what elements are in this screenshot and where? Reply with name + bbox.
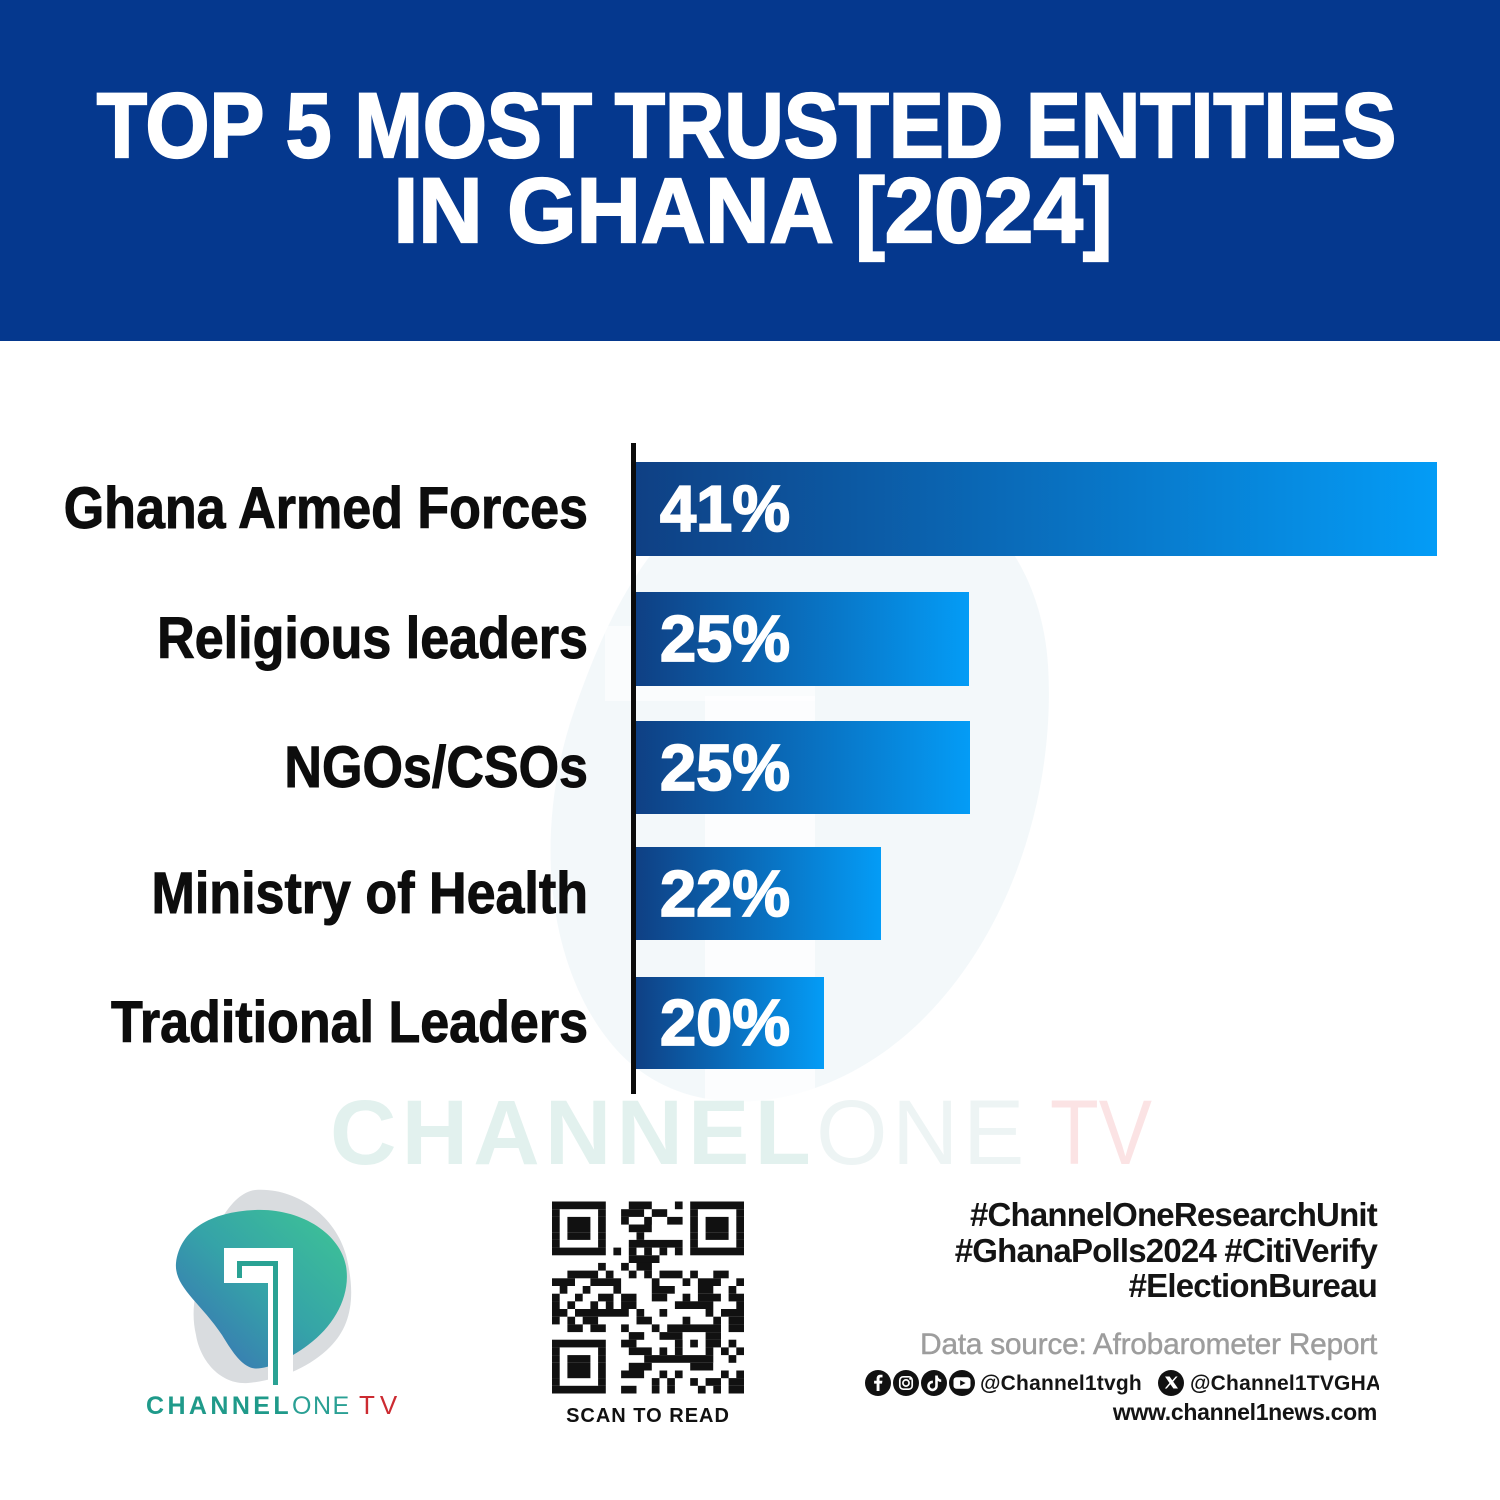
svg-text:ONE: ONE xyxy=(292,1392,351,1420)
svg-text:@Channel1tvgh: @Channel1tvgh xyxy=(980,1372,1142,1395)
svg-text:TV: TV xyxy=(359,1390,402,1420)
svg-text:CHANNEL: CHANNEL xyxy=(146,1392,292,1420)
svg-text:@Channel1TVGHA: @Channel1TVGHA xyxy=(1190,1372,1379,1395)
